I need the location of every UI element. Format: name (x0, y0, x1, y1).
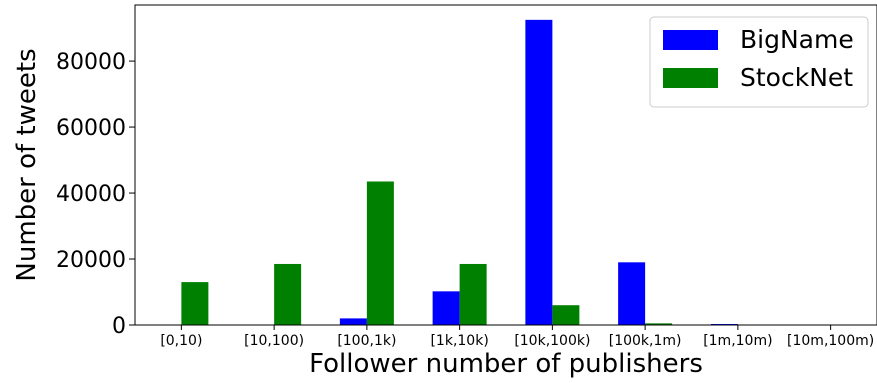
y-axis-title: Number of tweets (12, 48, 42, 281)
bar-bigname-5 (618, 262, 646, 325)
x-tick-label: [100k,1m) (609, 333, 682, 349)
y-axis: 0 20000 40000 60000 80000 (56, 50, 135, 339)
bar-bigname-3 (432, 291, 460, 325)
bar-stocknet-3 (459, 263, 487, 325)
legend-swatch-stocknet (663, 68, 718, 88)
x-tick-label: [10,100) (244, 333, 304, 349)
bar-stocknet-1 (274, 263, 302, 325)
legend-label-bigname: BigName (740, 25, 854, 54)
x-tick-label: [0,10) (160, 333, 202, 349)
bar-stocknet-4 (552, 305, 580, 325)
legend: BigName StockNet (649, 16, 869, 108)
bar-stocknet-2 (366, 181, 394, 325)
y-tick-label: 40000 (56, 182, 126, 207)
y-tick-label: 0 (112, 314, 126, 339)
bars-layer (181, 19, 738, 325)
legend-label-stocknet: StockNet (740, 63, 853, 92)
y-tick-label: 20000 (56, 248, 126, 273)
bar-bigname-2 (339, 318, 367, 325)
x-tick-label: [1k,10k) (430, 333, 488, 349)
x-axis-title: Follower number of publishers (309, 349, 703, 379)
bar-stocknet-0 (181, 282, 209, 325)
y-tick-label: 60000 (56, 116, 126, 141)
x-tick-label: [100,1k) (337, 333, 396, 349)
legend-swatch-bigname (663, 30, 718, 50)
x-tick-label: [10k,100k) (514, 333, 590, 349)
y-tick-label: 80000 (56, 50, 126, 75)
bar-bigname-4 (525, 19, 553, 325)
bar-stocknet-5 (645, 323, 673, 325)
plot-frame (134, 4, 877, 326)
x-axis: [0,10) [10,100) [100,1k) [1k,10k) [10k,100k)… (160, 325, 874, 349)
x-tick-label: [10m,100m) (787, 333, 874, 349)
x-tick-label: [1m,10m) (703, 333, 772, 349)
